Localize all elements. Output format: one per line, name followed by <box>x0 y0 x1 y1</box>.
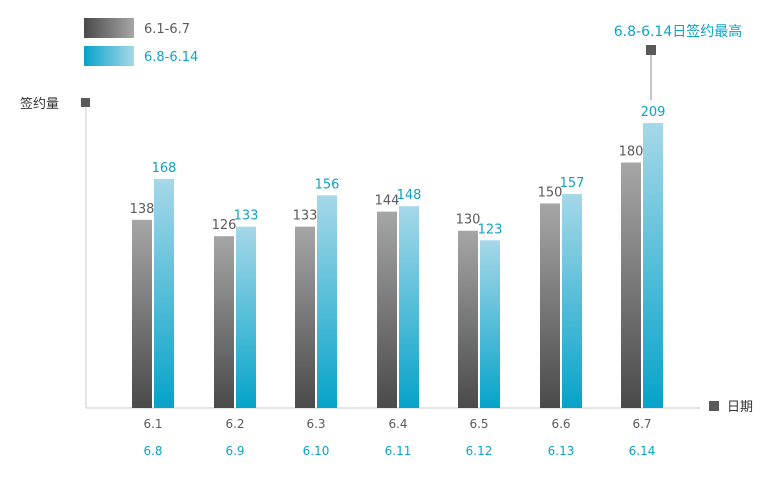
x-tick-label-series-1-6.2: 6.2 <box>225 417 244 431</box>
x-tick-label-series-2-6.9: 6.9 <box>225 444 244 458</box>
legend-label-series-1: 6.1-6.7 <box>144 22 190 37</box>
value-label-series-1-6.1: 138 <box>130 202 155 217</box>
legend-swatch-series-2 <box>84 46 134 66</box>
value-label-series-2-6.8: 168 <box>152 161 177 176</box>
value-label-series-2-6.13: 157 <box>560 176 585 191</box>
bar-series-1-6.4 <box>377 211 397 408</box>
x-tick-label-series-2-6.13: 6.13 <box>548 444 575 458</box>
x-tick-label-series-2-6.12: 6.12 <box>466 444 493 458</box>
x-tick-label-series-2-6.8: 6.8 <box>143 444 162 458</box>
value-label-series-2-6.12: 123 <box>478 222 503 237</box>
bar-series-2-6.11 <box>399 206 419 408</box>
y-axis-marker <box>81 98 90 107</box>
legend-swatch-series-1 <box>84 18 134 38</box>
value-label-series-2-6.10: 156 <box>315 177 340 192</box>
x-tick-label-series-1-6.5: 6.5 <box>469 417 488 431</box>
value-label-series-2-6.11: 148 <box>397 188 422 203</box>
bar-series-1-6.6 <box>540 203 560 408</box>
value-label-series-1-6.7: 180 <box>619 145 644 160</box>
bar-series-2-6.12 <box>480 240 500 408</box>
value-label-series-1-6.4: 144 <box>375 194 400 209</box>
x-tick-label-series-2-6.14: 6.14 <box>629 444 656 458</box>
bar-series-1-6.2 <box>214 236 234 408</box>
x-tick-label-series-1-6.7: 6.7 <box>632 417 651 431</box>
x-tick-label-series-1-6.3: 6.3 <box>306 417 325 431</box>
value-label-series-1-6.6: 150 <box>538 185 563 200</box>
legend-label-series-2: 6.8-6.14 <box>144 50 198 65</box>
x-tick-label-series-1-6.1: 6.1 <box>143 417 162 431</box>
bar-series-2-6.13 <box>562 193 582 408</box>
x-tick-label-series-1-6.4: 6.4 <box>388 417 407 431</box>
bar-series-1-6.5 <box>458 230 478 408</box>
value-label-series-2-6.14: 209 <box>641 105 666 120</box>
bar-series-2-6.9 <box>236 226 256 408</box>
value-label-series-1-6.3: 133 <box>293 209 318 224</box>
value-label-series-1-6.5: 130 <box>456 213 481 228</box>
x-tick-label-series-1-6.6: 6.6 <box>551 417 570 431</box>
bar-series-1-6.1 <box>132 219 152 408</box>
value-label-series-1-6.2: 126 <box>212 218 237 233</box>
value-label-series-2-6.9: 133 <box>234 209 259 224</box>
bar-series-1-6.7 <box>621 162 641 408</box>
x-tick-label-series-2-6.10: 6.10 <box>303 444 330 458</box>
bar-series-2-6.10 <box>317 195 337 408</box>
bar-series-2-6.14 <box>643 123 663 408</box>
x-axis-label: 日期 <box>727 400 753 415</box>
x-tick-label-series-2-6.11: 6.11 <box>385 444 412 458</box>
bar-series-1-6.3 <box>295 226 315 408</box>
y-axis-label: 签约量 <box>20 96 59 112</box>
annotation-text: 6.8-6.14日签约最高 <box>614 23 743 40</box>
bars-group: 138 6.1 126 6.2 133 6.3 144 6.4 130 6.5 150 6.6 180 6… <box>130 105 666 458</box>
annotation-marker <box>646 45 656 55</box>
x-axis-marker <box>709 401 719 411</box>
bar-series-2-6.8 <box>154 178 174 408</box>
